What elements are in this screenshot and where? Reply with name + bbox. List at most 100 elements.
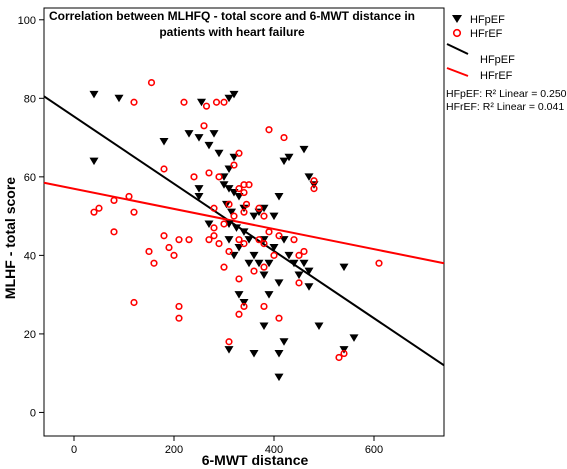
point-hfpef — [197, 98, 206, 107]
point-hfref — [145, 247, 153, 256]
point-hfref — [310, 185, 318, 193]
point-hfpef — [339, 263, 349, 272]
legend-red-line — [446, 67, 469, 77]
point-hfpef — [254, 259, 264, 268]
point-hfref — [215, 173, 223, 181]
legend: HFpEF HFrEF HFpEF HFrEF HFpEF: R² Linear… — [446, 14, 567, 113]
point-hfref — [230, 212, 238, 220]
point-hfpef — [244, 259, 254, 268]
point-hfpef — [249, 212, 259, 221]
point-hfref — [220, 263, 228, 271]
point-hfref — [265, 126, 273, 134]
point-hfref — [250, 267, 258, 275]
point-hfpef — [184, 130, 194, 138]
x-tick-label: 400 — [265, 444, 283, 456]
point-hfref — [225, 200, 233, 208]
point-hfref — [200, 122, 208, 130]
point-hfpef — [234, 291, 244, 299]
y-tick-label: 20 — [24, 329, 36, 341]
point-hfref — [310, 177, 318, 185]
point-hfpef — [264, 291, 274, 299]
point-hfpef — [89, 157, 99, 166]
point-hfref — [340, 349, 348, 358]
point-hfpef — [224, 185, 234, 193]
legend-black-line — [446, 43, 469, 55]
point-hfref — [175, 314, 183, 322]
point-hfref — [110, 196, 118, 205]
point-hfpef — [89, 90, 99, 99]
point-hfpef — [204, 220, 214, 228]
point-hfpef — [269, 244, 279, 252]
point-hfref — [210, 204, 218, 212]
point-hfpef — [289, 259, 299, 268]
point-hfpef — [304, 173, 314, 181]
point-hfref — [202, 102, 211, 110]
point-hfref — [375, 259, 383, 267]
point-hfref — [185, 236, 193, 244]
point-hfpef — [299, 145, 309, 154]
point-hfref — [205, 236, 213, 244]
point-hfref — [180, 98, 188, 106]
point-hfpef — [294, 271, 304, 280]
point-hfref — [245, 181, 253, 189]
point-hfref — [260, 263, 268, 271]
point-hfpef — [219, 181, 229, 189]
point-hfref — [212, 98, 221, 106]
point-hfref — [240, 302, 248, 311]
point-hfref — [260, 239, 268, 248]
point-hfref — [125, 192, 133, 201]
legend-label-hfref-fit: HFrEF — [480, 70, 513, 82]
point-hfpef — [274, 279, 284, 287]
point-hfref — [235, 310, 243, 318]
point-hfpef — [232, 224, 241, 232]
point-hfpef — [209, 130, 219, 138]
point-hfref — [130, 98, 138, 106]
x-tick-label: 0 — [71, 444, 77, 456]
data-points — [89, 79, 383, 382]
point-hfref — [260, 212, 268, 220]
point-hfref — [210, 232, 218, 240]
point-hfref — [235, 185, 243, 193]
point-hfpef — [229, 90, 239, 99]
point-hfref — [225, 338, 233, 346]
legend-item-hfpef-points: HFpEF — [452, 14, 505, 26]
axes: 0 200 400 600 0 20 40 60 80 100 — [18, 15, 384, 456]
chart-title-line-1: Correlation between MLHFQ - total score … — [49, 9, 415, 23]
point-hfref — [110, 228, 118, 236]
point-hfpef — [264, 259, 274, 268]
point-hfref — [290, 236, 298, 244]
point-hfpef — [279, 338, 289, 346]
point-hfref — [95, 204, 103, 212]
legend-circle-marker — [452, 28, 462, 38]
point-hfref — [235, 149, 243, 157]
point-hfpef — [284, 153, 294, 162]
legend-item-hfpef-fit: HFpEF — [446, 43, 515, 66]
point-hfpef — [194, 192, 204, 201]
point-hfref — [295, 279, 303, 287]
point-hfpef — [284, 251, 294, 260]
point-hfpef — [274, 373, 284, 382]
point-hfref — [225, 247, 233, 256]
point-hfpef — [239, 298, 249, 307]
point-hfref — [230, 161, 238, 169]
point-hfpef — [259, 271, 269, 280]
point-hfref — [160, 232, 168, 240]
point-hfref — [260, 302, 268, 311]
point-hfref — [300, 247, 308, 256]
point-hfpef — [249, 251, 259, 260]
point-hfref — [175, 236, 183, 244]
point-hfref — [265, 228, 273, 236]
legend-item-hfref-fit: HFrEF — [446, 67, 513, 82]
point-hfpef — [159, 138, 169, 146]
legend-item-hfref-points: HFrEF — [452, 28, 503, 40]
point-hfpef — [204, 141, 214, 150]
point-hfpef — [304, 267, 314, 276]
point-hfpef — [224, 346, 234, 354]
point-hfref — [220, 220, 228, 228]
y-tick-label: 60 — [24, 172, 36, 184]
point-hfpef — [274, 192, 284, 201]
point-hfref — [165, 243, 173, 252]
point-hfref — [335, 353, 343, 362]
point-hfpef — [214, 149, 224, 158]
